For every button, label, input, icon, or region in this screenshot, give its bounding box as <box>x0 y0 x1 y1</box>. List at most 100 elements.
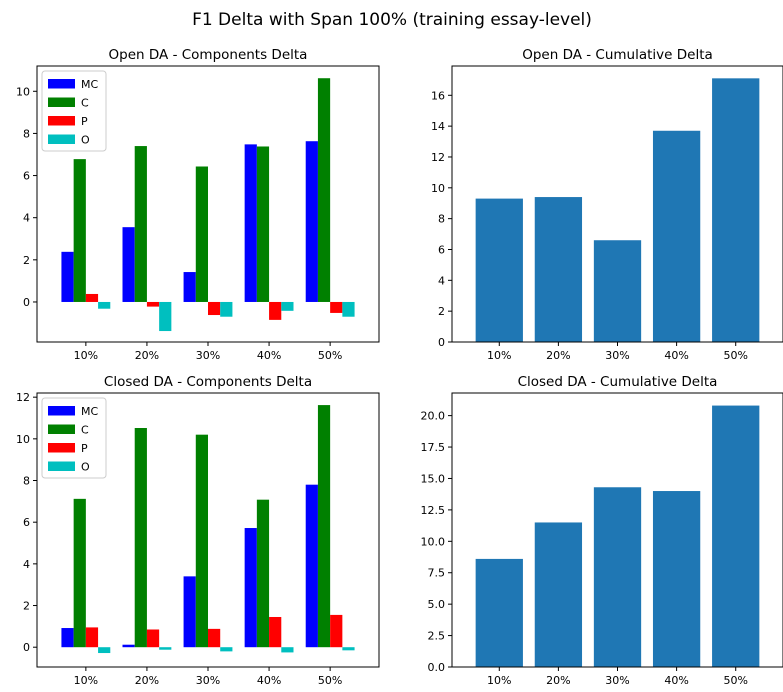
x-tick-label: 30% <box>196 349 220 362</box>
chart-panel-4: Closed DA - Cumulative Delta0.02.55.07.5… <box>421 374 783 687</box>
y-tick-label: 7.5 <box>428 567 446 580</box>
bar-o <box>342 302 354 317</box>
y-tick-label: 10 <box>431 182 445 195</box>
bar-mc <box>245 144 257 302</box>
legend-swatch <box>48 425 75 435</box>
bar <box>712 78 759 342</box>
bar-o <box>281 302 293 311</box>
y-tick-label: 12 <box>16 391 30 404</box>
y-tick-label: 15.0 <box>421 472 446 485</box>
bar-p <box>86 627 98 647</box>
bar-o <box>98 647 110 653</box>
y-tick-label: 6 <box>23 516 30 529</box>
legend-label: P <box>81 442 88 455</box>
bar-p <box>208 302 220 315</box>
bar-p <box>330 615 342 647</box>
y-tick-label: 12.5 <box>421 504 446 517</box>
x-tick-label: 50% <box>723 349 747 362</box>
bar-mc <box>184 576 196 647</box>
bar <box>653 131 700 342</box>
legend-swatch <box>48 462 75 472</box>
y-tick-label: 2.5 <box>428 630 446 643</box>
bar-o <box>98 302 110 309</box>
bar-o <box>220 302 232 317</box>
x-tick-label: 20% <box>135 674 159 687</box>
bar-o <box>159 302 171 331</box>
legend-label: MC <box>81 78 98 91</box>
panel-title: Open DA - Components Delta <box>109 47 308 63</box>
y-tick-label: 10.0 <box>421 535 446 548</box>
bar-c <box>318 405 330 647</box>
y-tick-label: 14 <box>431 120 445 133</box>
bar <box>535 197 582 342</box>
legend-swatch <box>48 79 75 89</box>
chart-panel-1: Open DA - Components Delta024681010%20%3… <box>16 47 379 362</box>
bar-mc <box>306 141 318 302</box>
x-tick-label: 20% <box>546 349 570 362</box>
legend-swatch <box>48 116 75 126</box>
x-tick-label: 40% <box>664 349 688 362</box>
legend-swatch <box>48 443 75 453</box>
bar-c <box>196 166 208 301</box>
y-tick-label: 2 <box>23 600 30 613</box>
legend-label: O <box>81 461 90 474</box>
y-tick-label: 8 <box>438 213 445 226</box>
figure-title: F1 Delta with Span 100% (training essay-… <box>192 10 592 30</box>
panel-title: Closed DA - Components Delta <box>104 374 312 390</box>
bar <box>535 522 582 667</box>
bar-c <box>318 78 330 302</box>
legend-swatch <box>48 98 75 108</box>
bar <box>594 487 641 667</box>
x-tick-label: 10% <box>487 674 511 687</box>
bar <box>712 406 759 667</box>
bar-mc <box>306 485 318 648</box>
y-tick-label: 0 <box>438 336 445 349</box>
bar <box>476 559 523 667</box>
y-tick-label: 4 <box>23 558 30 571</box>
x-tick-label: 30% <box>605 349 629 362</box>
bar-mc <box>123 227 135 302</box>
y-tick-label: 0 <box>23 641 30 654</box>
y-tick-label: 10 <box>16 433 30 446</box>
x-tick-label: 50% <box>318 674 342 687</box>
bar-o <box>342 647 354 650</box>
bar-c <box>74 159 86 302</box>
x-tick-label: 20% <box>546 674 570 687</box>
chart-panel-2: Open DA - Cumulative Delta02468101214161… <box>431 47 783 362</box>
x-tick-label: 40% <box>257 349 281 362</box>
panel-title: Closed DA - Cumulative Delta <box>518 374 718 390</box>
x-tick-label: 10% <box>74 349 98 362</box>
bar-p <box>269 617 281 647</box>
bar-c <box>257 146 269 301</box>
legend-label: O <box>81 134 90 147</box>
x-tick-label: 20% <box>135 349 159 362</box>
bar-c <box>74 499 86 647</box>
bar-o <box>281 647 293 652</box>
bar-mc <box>61 628 73 647</box>
bar-mc <box>184 272 196 302</box>
y-tick-label: 0.0 <box>428 661 446 674</box>
x-tick-label: 40% <box>257 674 281 687</box>
y-tick-label: 4 <box>438 274 445 287</box>
y-tick-label: 4 <box>23 212 30 225</box>
y-tick-label: 8 <box>23 127 30 140</box>
y-tick-label: 10 <box>16 85 30 98</box>
legend-label: P <box>81 115 88 128</box>
bar-c <box>135 146 147 302</box>
bar-mc <box>245 528 257 647</box>
bar-p <box>330 302 342 313</box>
x-tick-label: 40% <box>664 674 688 687</box>
bar-p <box>86 294 98 302</box>
bar-c <box>135 428 147 647</box>
chart-panel-3: Closed DA - Components Delta02468101210%… <box>16 374 379 687</box>
x-tick-label: 10% <box>74 674 98 687</box>
bar-mc <box>123 645 135 648</box>
y-tick-label: 6 <box>438 243 445 256</box>
bar-mc <box>61 252 73 302</box>
bar <box>476 199 523 342</box>
x-tick-label: 10% <box>487 349 511 362</box>
